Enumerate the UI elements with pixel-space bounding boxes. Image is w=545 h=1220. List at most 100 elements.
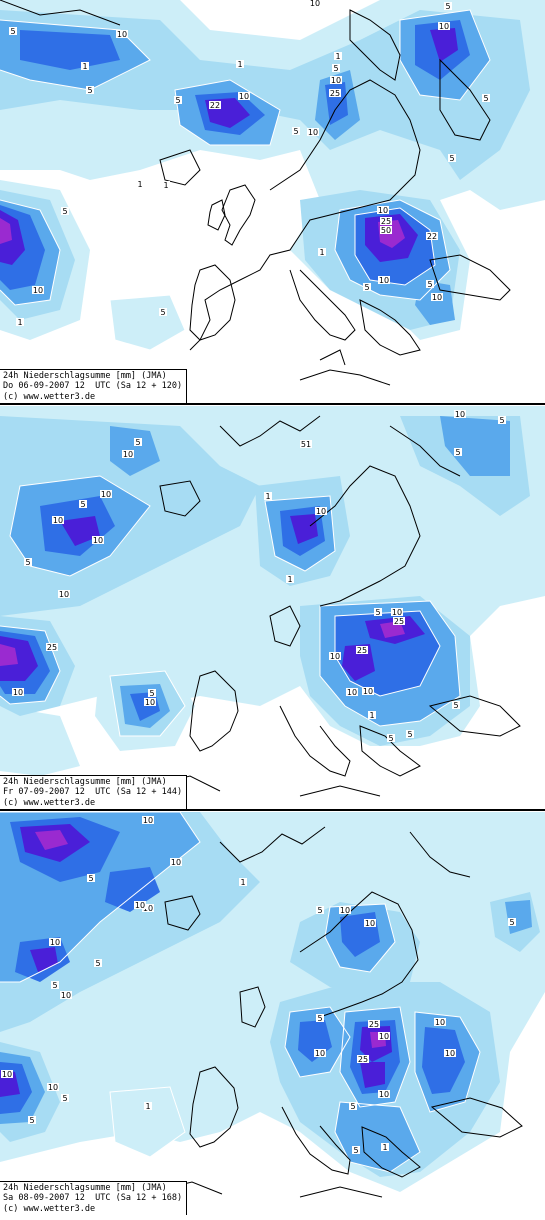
contour-label: 5	[62, 207, 67, 216]
caption-valid-time: Fr 07-09-2007 12 UTC (Sa 12 + 144)	[3, 787, 183, 797]
contour-label: 5	[407, 730, 412, 739]
contour-label: 10	[59, 590, 69, 599]
contour-label: 10	[117, 30, 127, 39]
contour-label: 5	[333, 64, 338, 73]
map-caption-3: 24h Niederschlagsumme [mm] (JMA) Sa 08-0…	[0, 1180, 188, 1215]
contour-label: 10	[435, 1018, 445, 1027]
caption-title: 24h Niederschlagsumme [mm] (JMA)	[3, 370, 167, 381]
contour-label: 5	[353, 1146, 358, 1155]
contour-label: 5	[388, 734, 393, 743]
map-caption-1: 24h Niederschlagsumme [mm] (JMA) Do 06-0…	[0, 368, 188, 403]
contour-label: 25	[358, 1055, 368, 1064]
contour-label: 5	[375, 608, 380, 617]
contour-label: 10	[331, 76, 341, 85]
contour-label: 25	[357, 646, 367, 655]
contour-label: 5	[52, 981, 57, 990]
contour-label: 1	[265, 492, 270, 501]
contour-label: 1	[82, 62, 87, 71]
contour-label: 5	[453, 701, 458, 710]
contour-label: 10	[13, 688, 23, 697]
contour-label: 25	[394, 617, 404, 626]
contour-lines-1	[0, 9, 491, 351]
contour-label: 25	[47, 643, 57, 652]
contour-label: 25	[330, 89, 340, 98]
contour-label: 1	[369, 711, 374, 720]
contour-label: 10	[33, 286, 43, 295]
contour-label: 10	[455, 410, 465, 419]
contour-label: 5	[499, 416, 504, 425]
contour-label: 10	[392, 608, 402, 617]
contour-label: 51	[301, 440, 311, 449]
contour-label: 1	[17, 318, 22, 327]
precipitation-map-1: 5 10 10 5 1 22 5 10 25 10 1 5 10 5 1 5 1…	[0, 0, 545, 386]
contour-label: 22	[427, 232, 437, 241]
contour-label: 5	[88, 874, 93, 883]
caption-valid-time: Do 06-09-2007 12 UTC (Sa 12 + 120)	[3, 381, 183, 391]
contour-label: 10	[145, 698, 155, 707]
contour-label: 5	[509, 918, 514, 927]
contour-label: 5	[95, 959, 100, 968]
panel-divider	[0, 809, 545, 811]
contour-label: 1	[319, 248, 324, 257]
contour-label: 5	[149, 689, 154, 698]
contour-label: 5	[80, 500, 85, 509]
contour-label: 10	[379, 1032, 389, 1041]
contour-label: 5	[29, 1116, 34, 1125]
contour-labels-2: 10 5 5 10 51 10 5 5 10 10 10 10 5 1 25 1…	[12, 410, 506, 743]
contour-label: 5	[160, 308, 165, 317]
contour-label: 5	[135, 438, 140, 447]
contour-label: 10	[308, 128, 318, 137]
caption-copyright: (c) www.wetter3.de	[3, 1203, 96, 1214]
contour-label: 10	[50, 938, 60, 947]
contour-label: 10	[171, 858, 181, 867]
contour-label: 10	[93, 536, 103, 545]
caption-title: 24h Niederschlagsumme [mm] (JMA)	[3, 1182, 167, 1193]
contour-label: 10	[48, 1083, 58, 1092]
contour-label: 10	[135, 901, 145, 910]
contour-label: 10	[310, 0, 320, 8]
contour-label: 10	[143, 816, 153, 825]
contour-label: 5	[317, 1014, 322, 1023]
contour-label: 22	[210, 101, 220, 110]
contour-label: 5	[449, 154, 454, 163]
contour-label: 10	[2, 1070, 12, 1079]
contour-label: 5	[483, 94, 488, 103]
contour-label: 10	[143, 904, 153, 913]
contour-label: 5	[62, 1094, 67, 1103]
contour-label: 5	[10, 27, 15, 36]
contour-label: 1	[382, 1143, 387, 1152]
contour-label: 1	[137, 180, 142, 189]
caption-copyright: (c) www.wetter3.de	[3, 797, 96, 808]
contour-label: 10	[330, 652, 340, 661]
coastlines-2	[149, 415, 521, 797]
contour-label: 10	[365, 919, 375, 928]
contour-label: 50	[381, 226, 391, 235]
contour-label: 5	[175, 96, 180, 105]
contour-label: 1	[240, 878, 245, 887]
contour-label: 5	[317, 906, 322, 915]
contour-label: 10	[432, 293, 442, 302]
contour-label: 1	[163, 181, 168, 190]
contour-label: 10	[439, 22, 449, 31]
contour-label: 10	[316, 507, 326, 516]
precipitation-map-3: 10 10 5 10 1 10 10 5 10 5 10 5 10 5 10 2…	[0, 812, 545, 1198]
contour-label: 10	[123, 450, 133, 459]
precip-area-50mm	[0, 621, 405, 666]
contour-label: 25	[369, 1020, 379, 1029]
contour-label: 1	[287, 575, 292, 584]
contour-label: 25	[381, 217, 391, 226]
precipitation-map-2: 10 5 5 10 51 10 5 5 10 10 10 10 5 1 25 1…	[0, 406, 545, 797]
contour-label: 10	[363, 687, 373, 696]
map-panel-thursday: 5 10 10 5 1 22 5 10 25 10 1 5 10 5 1 5 1…	[0, 0, 545, 403]
contour-label: 10	[378, 206, 388, 215]
contour-label: 5	[427, 280, 432, 289]
contour-label: 10	[53, 516, 63, 525]
contour-label: 10	[445, 1049, 455, 1058]
caption-valid-time: Sa 08-09-2007 12 UTC (Sa 12 + 168)	[3, 1193, 183, 1203]
contour-label: 5	[455, 448, 460, 457]
contour-label: 5	[25, 558, 30, 567]
contour-label: 5	[445, 2, 450, 11]
contour-label: 5	[350, 1102, 355, 1111]
contour-label: 5	[364, 283, 369, 292]
contour-label: 10	[340, 906, 350, 915]
